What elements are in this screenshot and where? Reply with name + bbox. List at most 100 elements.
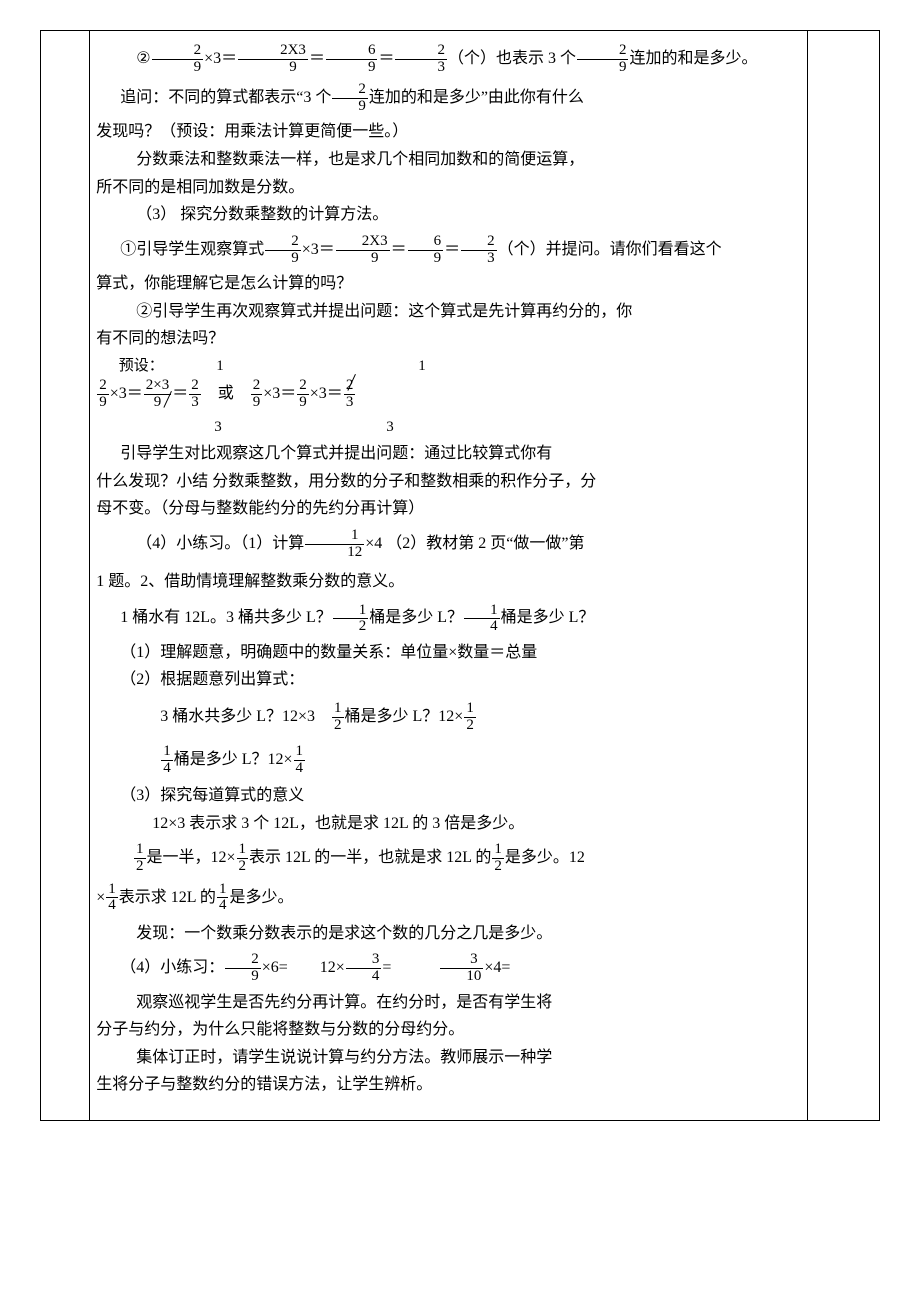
right-margin-cell	[808, 31, 880, 1121]
t: 预设：	[119, 354, 164, 378]
line-4: 分数乘法和整数乘法一样，也是求几个相同加数和的简便运算，	[96, 147, 801, 173]
frac-1-12: 112	[305, 528, 364, 561]
anno-3b: 3	[386, 415, 394, 439]
content-cell: ②29×3＝2X39＝69＝23（个）也表示 3 个29连加的和是多少。 追问：…	[90, 31, 808, 1121]
line-28: 生将分子与整数约分的错误方法，让学生辨析。	[96, 1072, 801, 1098]
frac-2-9c: 29	[332, 82, 368, 115]
t: （个）也表示 3 个	[448, 50, 576, 67]
t: （4）小练习。（1）计算	[136, 535, 304, 552]
line-25: 观察巡视学生是否先约分再计算。在约分时，是否有学生将	[96, 990, 801, 1016]
line-3: 发现吗？（预设：用乘法计算更简便一些。）	[96, 119, 801, 145]
anno-1b: 1	[418, 354, 426, 378]
frac-1-4e: 14	[217, 882, 229, 915]
t: 连加的和是多少”由此你有什么	[369, 89, 584, 106]
frac-2X3-9: 2X39	[238, 43, 308, 76]
frac-e5: 29	[297, 378, 309, 411]
line-4b: 所不同的是相同加数是分数。	[96, 175, 801, 201]
frac-1-2b: 12	[332, 701, 344, 734]
t: ×3＝	[310, 385, 343, 402]
line-21: 12是一半，12×12表示 12L 的一半，也就是求 12L 的12是多少。12	[96, 840, 801, 875]
frac-2-3: 23	[395, 43, 447, 76]
t: 追问：不同的算式都表示“3 个	[120, 89, 331, 106]
t: 桶是多少 L？12×	[345, 708, 464, 725]
anno-3: 3	[214, 415, 222, 439]
t: ×3＝	[302, 241, 335, 258]
frac-e3: 23	[189, 378, 201, 411]
t: 3 桶水共多少 L？12×3	[160, 708, 315, 725]
eq-row: 29×3＝2×39＝23 或 29×3＝29×3＝23	[96, 376, 801, 411]
anno-1: 1	[216, 354, 224, 378]
frac-1-2: 12	[333, 603, 369, 636]
t: ×	[96, 889, 105, 906]
line-8: ②引导学生再次观察算式并提出问题：这个算式是先计算再约分的，你	[96, 299, 801, 325]
frac-e2: 2×39	[144, 378, 171, 411]
frac-e1: 29	[97, 378, 109, 411]
t: 桶是多少 L？	[501, 609, 595, 626]
t: ＝	[444, 241, 460, 258]
line-12: （4）小练习。（1）计算112×4 （2）教材第 2 页“做一做”第	[96, 526, 801, 561]
t: ×4 （2）教材第 2 页“做一做”第	[365, 535, 584, 552]
t: ＝	[378, 50, 394, 67]
left-margin-cell	[41, 31, 90, 1121]
line-19: （3）探究每道算式的意义	[96, 783, 801, 809]
frac-1-4: 14	[464, 603, 500, 636]
t: ×3＝	[204, 50, 237, 67]
t: 1 桶水有 12L。3 桶共多少 L？	[120, 609, 332, 626]
t: ×3＝	[263, 385, 296, 402]
line-20: 12×3 表示求 3 个 12L，也就是求 12L 的 3 倍是多少。	[96, 811, 801, 837]
frac-2-9d: 29	[265, 234, 301, 267]
frac-6-9: 69	[326, 43, 378, 76]
frac-1-2e: 12	[237, 842, 249, 875]
line-27: 集体订正时，请学生说说计算与约分方法。教师展示一种学	[96, 1045, 801, 1071]
line-1: ②29×3＝2X39＝69＝23（个）也表示 3 个29连加的和是多少。	[96, 41, 801, 76]
line-2: 追问：不同的算式都表示“3 个29连加的和是多少”由此你有什么	[96, 80, 801, 115]
frac-1-2f: 12	[492, 842, 504, 875]
line-16: （2）根据题意列出算式：	[96, 667, 801, 693]
frac-2-3b: 23	[461, 234, 497, 267]
t: 桶是多少 L？12×	[174, 751, 293, 768]
frac-2-9: 29	[152, 43, 204, 76]
layout-table: ②29×3＝2X39＝69＝23（个）也表示 3 个29连加的和是多少。 追问：…	[40, 30, 880, 1121]
frac-e6: 23	[344, 378, 356, 411]
t: ×4=	[484, 959, 510, 976]
frac-1-4d: 14	[106, 882, 118, 915]
frac-6-9b: 69	[408, 234, 444, 267]
frac-2-9b: 29	[577, 43, 629, 76]
line-6: ①引导学生观察算式29×3＝2X39＝69＝23（个）并提问。请你们看看这个	[96, 232, 801, 267]
anno-row-2: 3 3	[96, 415, 801, 439]
frac-2X3-9b: 2X39	[336, 234, 390, 267]
t: ＝	[391, 241, 407, 258]
anno-row-1: 预设： 1 1	[96, 354, 801, 372]
t: 或	[218, 385, 234, 402]
line-23: 发现：一个数乘分数表示的是求这个数的几分之几是多少。	[96, 921, 801, 947]
line-26: 分子与约分，为什么只能将整数与分数的分母约分。	[96, 1017, 801, 1043]
line-7: 算式，你能理解它是怎么计算的吗？	[96, 271, 801, 297]
line-17: 3 桶水共多少 L？12×3 12桶是多少 L？12×12	[96, 699, 801, 734]
line-22: ×14表示求 12L 的14是多少。	[96, 880, 801, 915]
t: 是一半，12×	[147, 849, 236, 866]
line-18: 14桶是多少 L？12×14	[96, 742, 801, 777]
t: 12×	[320, 959, 345, 976]
frac-1-4b: 14	[161, 744, 173, 777]
line-15: （1）理解题意，明确题中的数量关系：单位量×数量＝总量	[96, 640, 801, 666]
t: 桶是多少 L？	[369, 609, 463, 626]
t: 是多少。12	[505, 849, 585, 866]
t: 表示求 12L 的	[119, 889, 216, 906]
t: （4）小练习：	[120, 959, 224, 976]
t: ②	[136, 50, 150, 67]
line-11b: 母不变。（分母与整数能约分的先约分再计算）	[96, 496, 801, 522]
line-8b: 有不同的想法吗？	[96, 326, 801, 352]
line-10: 引导学生对比观察这几个算式并提出问题：通过比较算式你有	[96, 441, 801, 467]
t: ×3＝	[110, 385, 143, 402]
line-5: （3） 探究分数乘整数的计算方法。	[96, 202, 801, 228]
frac-1-2d: 12	[134, 842, 146, 875]
line-11: 什么发现？小结 分数乘整数，用分数的分子和整数相乘的积作分子，分	[96, 469, 801, 495]
content: ②29×3＝2X39＝69＝23（个）也表示 3 个29连加的和是多少。 追问：…	[96, 41, 801, 1098]
t: 是多少。	[229, 889, 293, 906]
line-14: 1 桶水有 12L。3 桶共多少 L？12桶是多少 L？14桶是多少 L？	[96, 600, 801, 635]
t: 连加的和是多少。	[629, 50, 757, 67]
line-24: （4）小练习：29×6= 12×34= 310×4=	[96, 950, 801, 985]
t: =	[382, 959, 391, 976]
t: 表示 12L 的一半，也就是求 12L 的	[249, 849, 491, 866]
frac-3-10: 310	[440, 952, 483, 985]
